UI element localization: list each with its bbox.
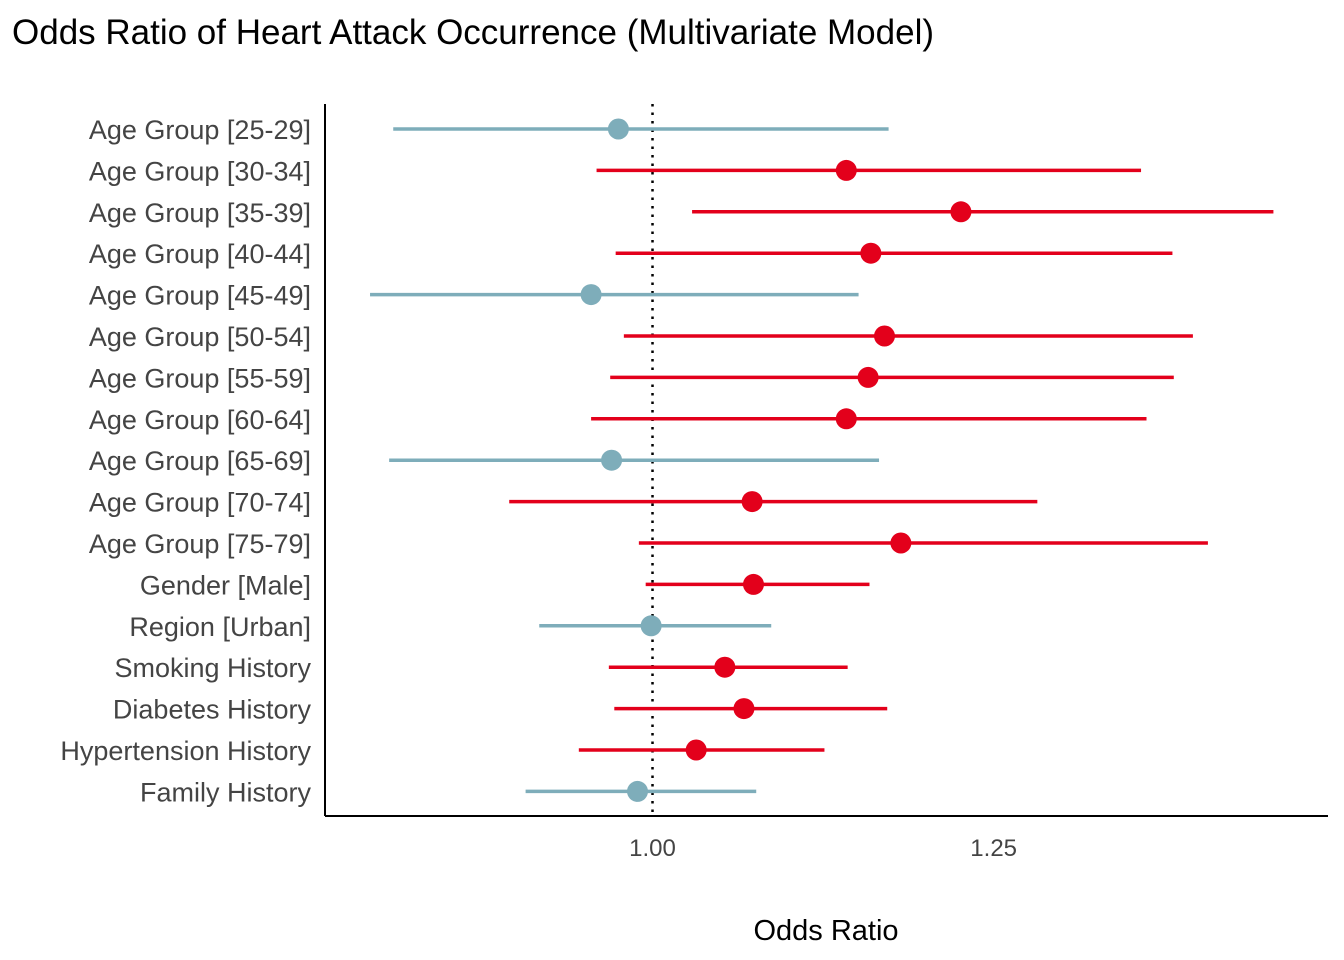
point-estimate — [626, 780, 648, 802]
point-estimate — [640, 615, 662, 637]
point-estimate — [580, 284, 602, 306]
point-estimate — [741, 491, 763, 513]
x-tick-label: 1.00 — [629, 835, 676, 862]
plot-marks — [370, 104, 1274, 816]
y-category-label: Smoking History — [114, 653, 311, 683]
y-category-label: Age Group [60-64] — [89, 405, 311, 435]
y-category-label: Hypertension History — [60, 736, 311, 766]
x-tick-label: 1.25 — [970, 835, 1017, 862]
point-estimate — [873, 325, 895, 347]
point-estimate — [857, 366, 879, 388]
point-estimate — [714, 656, 736, 678]
y-category-label: Age Group [40-44] — [89, 239, 311, 269]
y-axis-labels: Age Group [25-29] Age Group [30-34] Age Gr… — [60, 115, 311, 807]
y-category-label: Age Group [35-39] — [89, 198, 311, 228]
y-category-label: Age Group [45-49] — [89, 281, 311, 311]
point-estimate — [950, 201, 972, 223]
y-category-label: Age Group [75-79] — [89, 529, 311, 559]
point-estimate — [835, 408, 857, 430]
x-axis-title: Odds Ratio — [753, 915, 898, 947]
y-category-label: Diabetes History — [113, 695, 312, 725]
point-estimate — [890, 532, 912, 554]
y-category-label: Gender [Male] — [140, 570, 311, 600]
x-axis-ticks: 1.00 1.25 — [629, 835, 1017, 862]
point-estimate — [601, 449, 623, 471]
point-estimate — [742, 573, 764, 595]
y-category-label: Region [Urban] — [129, 612, 311, 642]
y-category-label: Age Group [30-34] — [89, 156, 311, 186]
y-category-label: Age Group [55-59] — [89, 363, 311, 393]
y-category-label: Family History — [140, 777, 312, 807]
y-category-label: Age Group [50-54] — [89, 322, 311, 352]
point-estimate — [733, 698, 755, 720]
point-estimate — [607, 118, 629, 140]
y-category-label: Age Group [25-29] — [89, 115, 311, 145]
y-category-label: Age Group [65-69] — [89, 446, 311, 476]
point-estimate — [835, 159, 857, 181]
point-estimate — [685, 739, 707, 761]
chart-title: Odds Ratio of Heart Attack Occurrence (M… — [12, 13, 934, 52]
point-estimate — [860, 242, 882, 264]
y-category-label: Age Group [70-74] — [89, 488, 311, 518]
